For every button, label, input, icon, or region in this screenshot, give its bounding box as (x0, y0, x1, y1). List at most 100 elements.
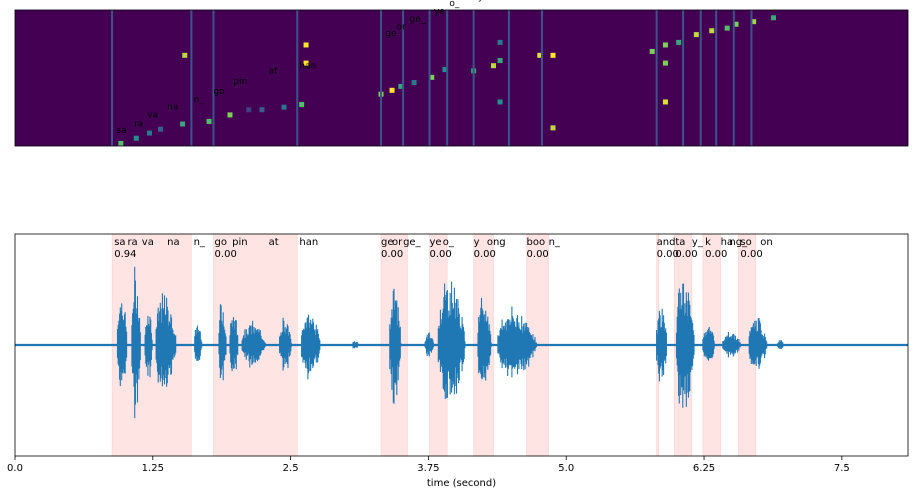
x-tick-label: 6.25 (693, 463, 715, 474)
segment-score: 0.00 (527, 249, 549, 260)
segment-score: 0.00 (430, 249, 452, 260)
heatmap-token-label: ra (134, 120, 143, 130)
segment-label: at (269, 237, 279, 248)
heatmap-token-label: va (147, 111, 158, 121)
segment-label: ge_ (403, 237, 422, 248)
heatmap-cell (724, 25, 730, 31)
waveform-burst (144, 315, 153, 378)
x-tick-label: 2.5 (283, 463, 299, 474)
heatmap-cell (227, 112, 233, 118)
heatmap-cell (429, 74, 435, 80)
waveform-burst (477, 298, 492, 381)
segment-score: 0.00 (675, 249, 697, 260)
heatmap-cell (442, 67, 448, 73)
heatmap-cell (303, 60, 309, 66)
waveform-burst (702, 327, 716, 361)
heatmap-token-label: y (478, 0, 484, 3)
heatmap-cell (158, 126, 164, 132)
heatmap-cell (550, 125, 556, 131)
heatmap-token-label: sa (116, 126, 126, 136)
waveform-burst (351, 341, 359, 349)
x-tick-label: 7.5 (834, 463, 850, 474)
x-tick-label: 1.25 (142, 463, 164, 474)
segment-label: sa (114, 237, 125, 248)
waveform-burst (229, 317, 239, 372)
segment-label: ong (487, 237, 506, 248)
segment-label: and (657, 237, 676, 248)
heatmap-cell (182, 52, 188, 58)
heatmap-cell (662, 99, 668, 105)
heatmap-cell (662, 60, 668, 66)
heatmap-cell (550, 52, 556, 58)
segment-label: or (392, 237, 403, 248)
heatmap-cell (206, 118, 212, 124)
heatmap-cell (259, 107, 265, 113)
waveform-burst (437, 281, 466, 399)
heatmap-token-label: at (269, 66, 279, 76)
x-tick-label: 3.75 (417, 463, 439, 474)
waveform-burst (389, 288, 402, 404)
segment-label: ta (675, 237, 685, 248)
heatmap-cell (147, 130, 153, 136)
heatmap-token-label: ge (385, 29, 397, 39)
segment-score: 0.00 (474, 249, 496, 260)
waveform-frame (14, 233, 909, 457)
heatmap-cell (246, 107, 252, 113)
waveform-burst (777, 340, 785, 349)
heatmap-cell (398, 83, 404, 89)
segment-label: na (167, 237, 179, 248)
segment-label: ha (721, 237, 733, 248)
waveform-burst (424, 332, 435, 357)
waveform-burst (241, 320, 267, 368)
heatmap-cell (389, 87, 395, 93)
waveform-burst (218, 304, 227, 381)
segment-label: ge (381, 237, 394, 248)
heatmap-token-label: o_ (449, 0, 460, 9)
heatmap-cell (497, 39, 503, 45)
waveform-burst (722, 332, 741, 358)
heatmap-token-label: or (396, 22, 406, 32)
heatmap-token-label: ye (434, 7, 445, 17)
waveform-burst (301, 314, 321, 380)
heatmap-frame (14, 9, 909, 147)
waveform-burst (497, 306, 537, 378)
heatmap-cell (709, 28, 715, 34)
waveform-burst (131, 266, 141, 419)
heatmap-cell (770, 15, 776, 21)
heatmap-cell (303, 42, 309, 48)
heatmap-cell (281, 104, 287, 110)
segment-label: k (705, 237, 711, 248)
heatmap-token-label: na (167, 103, 178, 113)
x-axis-label: time (second) (427, 478, 496, 489)
segment-score: 0.94 (114, 249, 136, 260)
waveform-burst (748, 318, 768, 369)
x-tick-label: 5.0 (558, 463, 574, 474)
heatmap-cell (693, 32, 699, 38)
waveform-burst (116, 303, 128, 387)
segment-score: 0.00 (705, 249, 727, 260)
heatmap-cell (537, 52, 543, 58)
heatmap-token-label: go (213, 87, 225, 97)
waveform-burst (279, 317, 293, 371)
heatmap-cell (733, 21, 739, 27)
segment-label: so (740, 237, 751, 248)
segment-score: 0.00 (381, 249, 403, 260)
segment-label: y (474, 237, 480, 248)
heatmap-cell (490, 63, 496, 69)
heatmap-cell (676, 39, 682, 45)
heatmap-cell (299, 102, 305, 108)
segment-label: n_ (549, 237, 561, 248)
heatmap-token-label: ge_ (410, 15, 426, 25)
heatmap-cell (751, 19, 757, 25)
waveform-burst (656, 308, 667, 382)
segment-label: han (299, 237, 318, 248)
segment-label: n_ (194, 237, 206, 248)
heatmap-token-label: han (299, 61, 316, 71)
heatmap-token-label: pin (233, 77, 247, 87)
heatmap-cell (497, 58, 503, 64)
segment-label: va (142, 237, 154, 248)
segment-label: y_ (692, 237, 704, 248)
heatmap-cell (662, 42, 668, 48)
waveform-burst (155, 293, 177, 387)
